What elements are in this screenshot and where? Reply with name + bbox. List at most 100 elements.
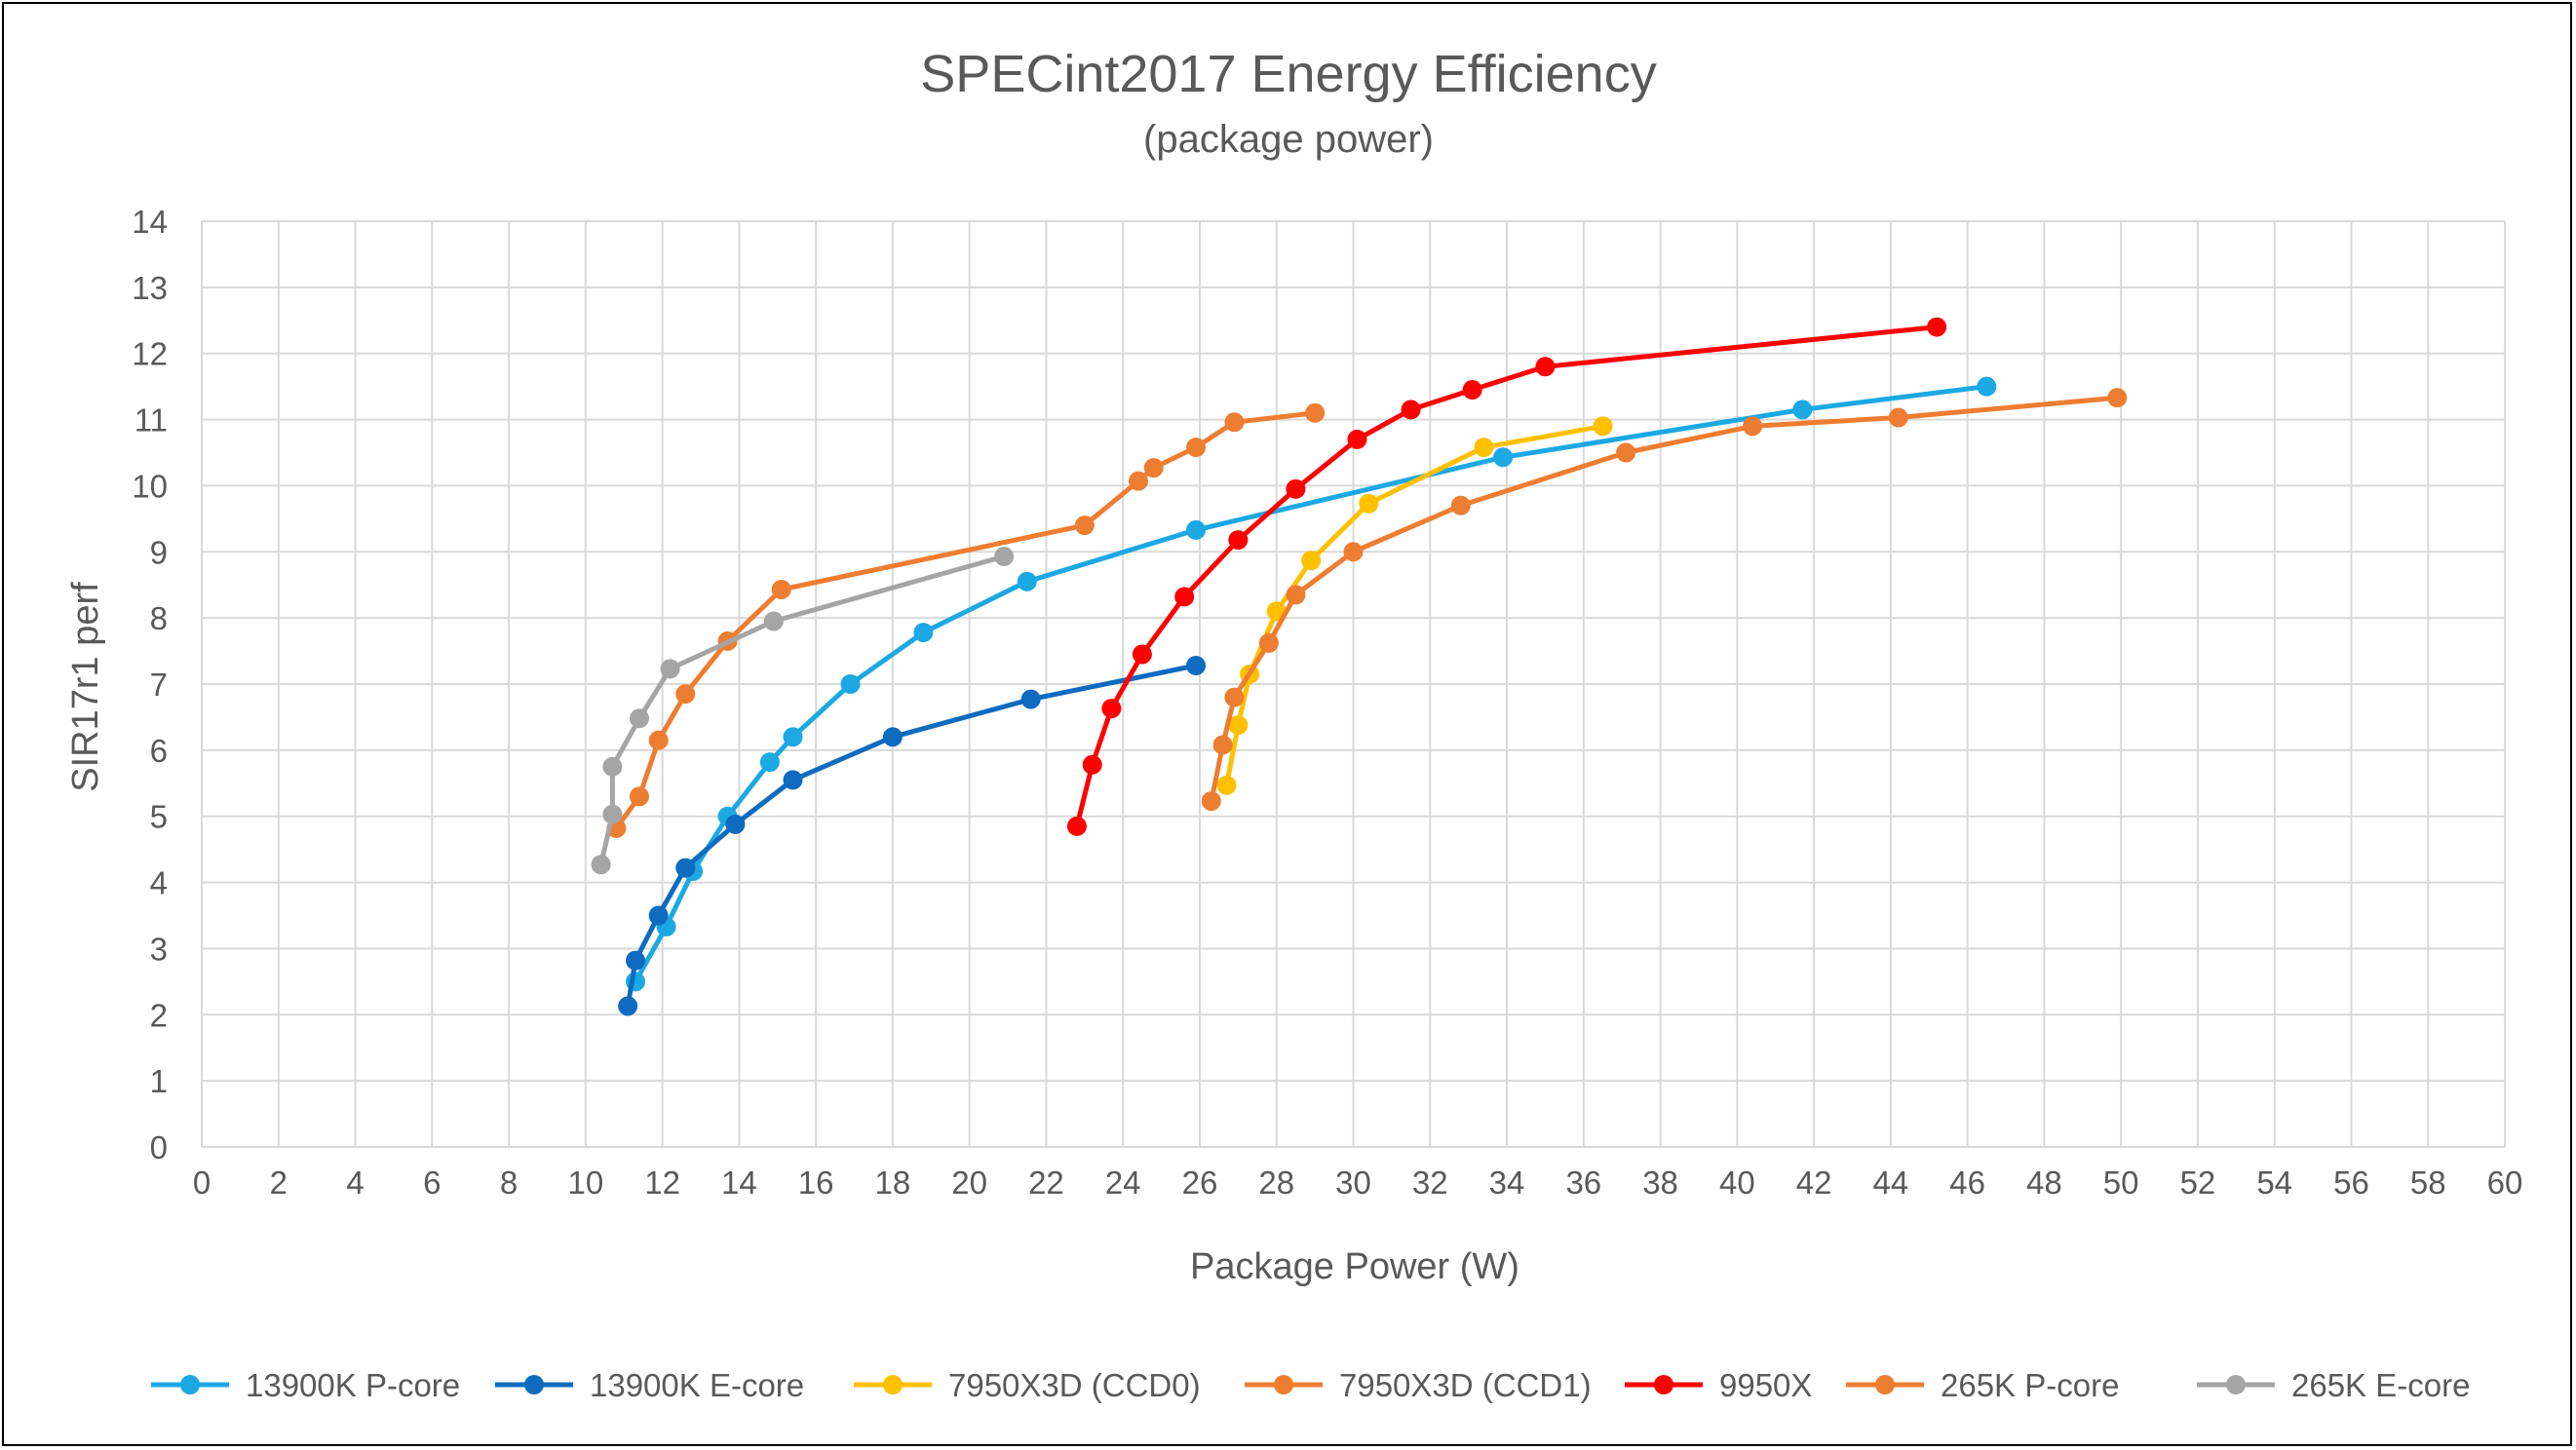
y-tick-label: 2	[150, 997, 168, 1033]
x-tick-label: 4	[346, 1164, 364, 1201]
data-point	[1212, 735, 1233, 755]
x-tick-label: 36	[1565, 1164, 1601, 1201]
series-1	[618, 656, 1207, 1016]
x-axis-title: Package Power (W)	[1190, 1246, 1519, 1287]
data-point	[1401, 400, 1421, 420]
x-tick-label: 54	[2256, 1164, 2292, 1201]
y-axis-title: SIR17r1 perf	[65, 582, 106, 792]
x-tick-label: 10	[567, 1164, 603, 1201]
data-point	[1066, 816, 1087, 836]
data-point	[602, 756, 623, 777]
data-point	[1305, 402, 1326, 423]
x-tick-label: 18	[875, 1164, 911, 1201]
data-point	[1224, 687, 1245, 707]
data-point	[882, 727, 903, 747]
x-tick-label: 14	[721, 1164, 757, 1201]
data-point	[1174, 587, 1195, 607]
chart-subtitle: (package power)	[1143, 118, 1434, 161]
y-tick-label: 7	[150, 667, 168, 703]
data-point	[913, 623, 934, 643]
x-tick-label: 34	[1489, 1164, 1525, 1201]
data-point	[1450, 495, 1471, 515]
data-point	[1474, 438, 1494, 458]
data-point	[783, 727, 803, 747]
y-tick-label: 3	[150, 931, 168, 967]
y-tick-label: 8	[150, 600, 168, 636]
data-point	[725, 814, 746, 834]
x-tick-label: 42	[1796, 1164, 1832, 1201]
data-point	[602, 804, 623, 824]
legend-label: 13900K P-core	[246, 1367, 460, 1403]
series-6	[591, 547, 1015, 875]
series-line	[614, 410, 1316, 830]
legend-label: 7950X3D (CCD1)	[1339, 1367, 1592, 1403]
data-point	[618, 996, 638, 1016]
x-tick-label: 2	[270, 1164, 288, 1201]
y-tick-label: 4	[150, 865, 168, 901]
data-point	[1132, 644, 1152, 665]
data-point	[1017, 571, 1037, 591]
y-tick-label: 13	[132, 270, 168, 306]
legend-label: 9950X	[1719, 1367, 1812, 1403]
x-tick-label: 16	[798, 1164, 834, 1201]
data-point	[1535, 357, 1556, 377]
data-point	[1286, 585, 1306, 605]
data-point	[1347, 429, 1367, 449]
legend-item: 13900K P-core	[151, 1367, 460, 1403]
data-point	[994, 547, 1015, 567]
legend-item: 13900K E-core	[495, 1367, 804, 1403]
data-point	[771, 579, 791, 599]
x-tick-label: 6	[423, 1164, 441, 1201]
legend-label: 7950X3D (CCD0)	[948, 1367, 1201, 1403]
chart-title: SPECint2017 Energy Efficiency	[920, 45, 1656, 103]
data-point	[1888, 407, 1908, 428]
y-tick-label: 10	[132, 468, 168, 504]
data-point	[1493, 447, 1514, 468]
data-point	[1359, 493, 1379, 514]
series-line	[1074, 324, 1938, 827]
data-point	[675, 684, 696, 705]
data-point	[759, 752, 780, 773]
x-tick-label: 40	[1719, 1164, 1755, 1201]
series-4	[1066, 317, 1947, 836]
y-tick-label: 5	[150, 799, 168, 835]
data-point	[1186, 519, 1207, 540]
data-point	[1020, 689, 1041, 709]
legend-swatch-marker	[1654, 1375, 1673, 1394]
x-tick-label: 0	[193, 1164, 211, 1201]
data-point	[1128, 471, 1148, 491]
y-tick-label: 14	[132, 204, 168, 240]
x-tick-label: 58	[2410, 1164, 2446, 1201]
legend-item: 7950X3D (CCD1)	[1245, 1367, 1592, 1403]
data-point	[763, 611, 784, 631]
data-point	[1216, 775, 1237, 795]
data-point	[1593, 416, 1613, 437]
x-tick-label: 30	[1335, 1164, 1371, 1201]
y-tick-label: 12	[132, 336, 168, 372]
data-point	[1228, 715, 1249, 736]
data-point	[1286, 478, 1306, 499]
legend-swatch-marker	[1875, 1375, 1895, 1394]
data-point	[1343, 542, 1364, 562]
data-point	[1101, 699, 1122, 719]
data-point	[648, 730, 669, 750]
data-point	[626, 950, 646, 971]
data-point	[1462, 380, 1482, 401]
x-tick-labels: 0 2 4 6 8 10 12 14 16 18 20 22 24 26 28 30 32 34 36 38 40 42 4…	[193, 1164, 2523, 1201]
gridlines	[201, 220, 2506, 1148]
y-tick-label: 9	[150, 534, 168, 570]
data-point	[1074, 515, 1095, 536]
data-point	[1082, 754, 1102, 775]
x-tick-label: 26	[1182, 1164, 1218, 1201]
x-tick-label: 32	[1412, 1164, 1448, 1201]
data-point	[1977, 376, 1997, 397]
series-3	[1201, 388, 2128, 812]
legend-label: 13900K E-core	[590, 1367, 804, 1403]
x-tick-label: 56	[2333, 1164, 2369, 1201]
x-tick-label: 28	[1258, 1164, 1294, 1201]
data-point	[591, 855, 611, 875]
data-point	[1743, 416, 1763, 437]
data-point	[1301, 551, 1322, 571]
